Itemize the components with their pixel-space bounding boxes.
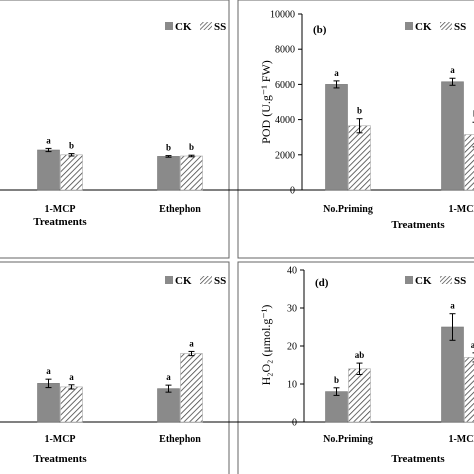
significance-letter: a: [46, 366, 51, 376]
y-tick-label: 10000: [270, 10, 295, 21]
chart-top-right: 0 2000 4000 6000 8000 10000 POD (U.g⁻¹ FW) (b) a…: [259, 10, 474, 231]
significance-letter: a: [450, 65, 455, 75]
y-tick-label: 8000: [275, 45, 295, 56]
significance-letter: a: [46, 135, 51, 145]
y-tick-label: 30: [287, 304, 297, 315]
legend: CK SS: [165, 275, 226, 287]
legend-swatch-ss: [200, 276, 212, 284]
significance-letter: b: [334, 375, 339, 385]
y-tick-label: 0: [292, 418, 297, 429]
y-tick-label: 0: [290, 186, 295, 197]
significance-letter: ab: [355, 350, 365, 360]
y-tick-label: 4000: [275, 115, 295, 126]
bar-ss: [464, 357, 474, 423]
bar-ss: [180, 353, 203, 423]
chart-bottom-right: 0 10 20 30 40 H₂O₂ (μmol.g⁻¹) (d) b ab No.Priming…: [259, 266, 474, 465]
category-label: 1-MCP: [44, 204, 75, 215]
x-axis-label: Treatments: [33, 216, 87, 228]
significance-letter: a: [69, 372, 74, 382]
y-axis-label: H₂O₂ (μmol.g⁻¹): [259, 305, 273, 386]
bar-ck: [37, 149, 60, 191]
bar-ss: [60, 154, 83, 191]
x-axis-label: Treatments: [391, 453, 445, 465]
legend-swatch-ck: [405, 22, 413, 30]
significance-letter: b: [69, 141, 74, 151]
bar-ck: [441, 81, 464, 191]
bar-ck: [157, 156, 180, 191]
significance-letter: a: [166, 372, 171, 382]
category-label: 1-MCP: [448, 204, 474, 215]
category-label: No.Priming: [323, 434, 373, 445]
category-label: 1-MCP: [448, 434, 474, 445]
legend-label-ss: SS: [214, 275, 226, 287]
panel-frame-bottom-left: [0, 261, 230, 474]
legend-swatch-ss: [440, 22, 452, 30]
chart-bottom-left: a a 1-MCP a a Ethephon Treatments CK SS: [0, 275, 474, 465]
legend-label-ss: SS: [454, 275, 466, 287]
bar-ck: [325, 84, 348, 191]
category-label: Ethephon: [159, 434, 201, 445]
legend-label-ck: CK: [415, 275, 432, 287]
significance-letter: b: [473, 109, 474, 119]
bar-ss: [348, 368, 371, 423]
panel-label: (b): [313, 24, 327, 36]
legend: CK SS: [405, 275, 466, 287]
y-tick-label: 40: [287, 266, 297, 277]
category-label: 1-MCP: [44, 434, 75, 445]
bar-ck: [441, 326, 464, 423]
legend-swatch-ck: [405, 276, 413, 284]
panel-label: (d): [315, 277, 329, 289]
legend-swatch-ss: [440, 276, 452, 284]
bar-ss: [348, 125, 371, 191]
bar-ck: [325, 391, 348, 423]
y-tick-label: 20: [287, 342, 297, 353]
significance-letter: b: [189, 142, 194, 152]
bar-ss: [464, 134, 474, 191]
legend-label-ss: SS: [214, 21, 226, 33]
significance-letter: a: [450, 301, 455, 311]
legend-label-ss: SS: [454, 21, 466, 33]
category-label: No.Priming: [323, 204, 373, 215]
significance-letter: a: [189, 338, 194, 348]
significance-letter: a: [334, 68, 339, 78]
significance-letter: b: [166, 143, 171, 153]
legend-swatch-ss: [200, 22, 212, 30]
legend-label-ck: CK: [415, 21, 432, 33]
y-tick-label: 6000: [275, 80, 295, 91]
significance-letter: ab: [471, 340, 474, 350]
significance-letter: b: [357, 106, 362, 116]
panel-frame-top-left: [0, 0, 230, 259]
bar-ss: [180, 155, 203, 191]
legend-swatch-ck: [165, 22, 173, 30]
bar-ck: [37, 383, 60, 423]
x-axis-label: Treatments: [33, 453, 87, 465]
category-label: Ethephon: [159, 204, 201, 215]
legend: CK SS: [165, 21, 226, 33]
panel-frame-bottom-right: [237, 261, 474, 474]
bar-ss: [60, 386, 83, 423]
y-tick-label: 10: [287, 380, 297, 391]
panel-frame-top-right: [237, 0, 474, 259]
legend-swatch-ck: [165, 276, 173, 284]
chart-top-left: a b 1-MCP b b Ethephon Treatments CK SS: [0, 21, 474, 228]
legend-label-ck: CK: [175, 21, 192, 33]
legend: CK SS: [405, 21, 466, 33]
legend-label-ck: CK: [175, 275, 192, 287]
x-axis-label: Treatments: [391, 219, 445, 231]
y-tick-label: 2000: [275, 150, 295, 161]
y-axis-label: POD (U.g⁻¹ FW): [259, 60, 273, 144]
bar-ck: [157, 388, 180, 423]
